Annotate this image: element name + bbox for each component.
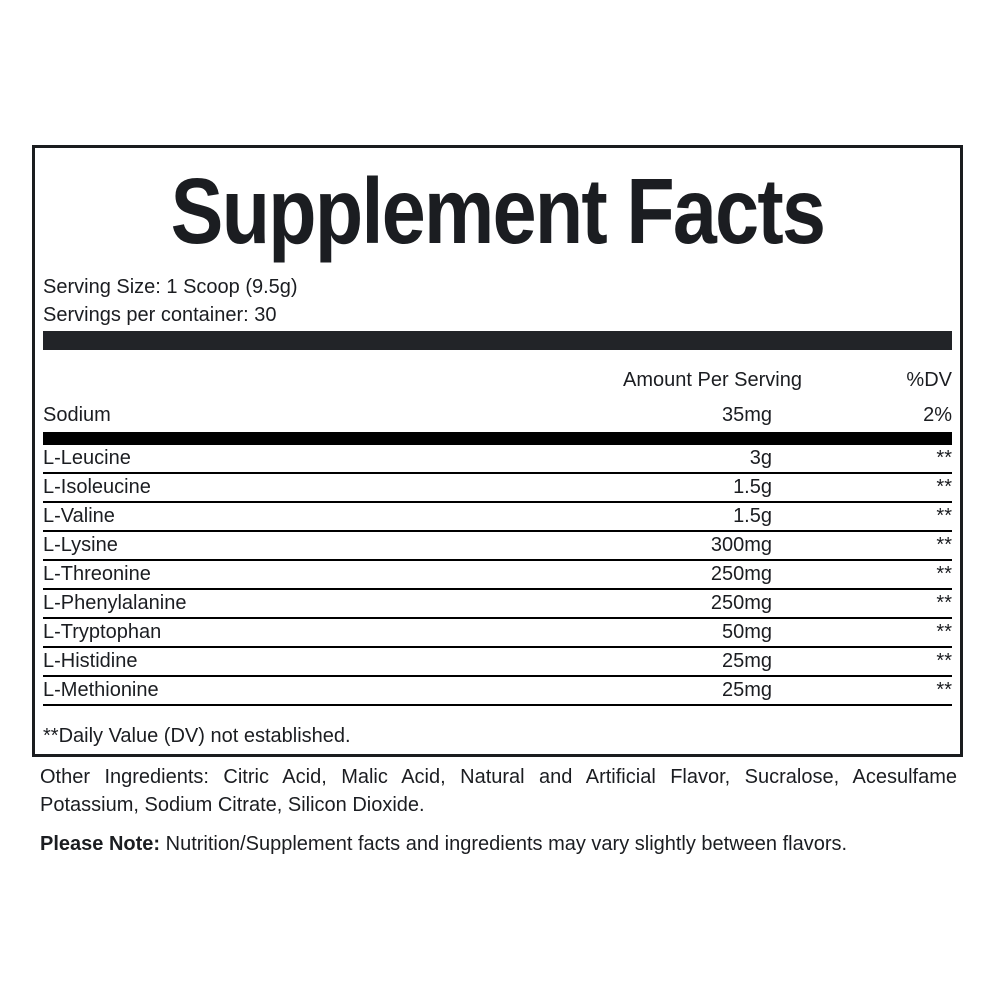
ingredient-name: L-Leucine (43, 447, 131, 469)
table-row: L-Lysine 300mg ** (43, 532, 952, 561)
please-note: Please Note: Nutrition/Supplement facts … (40, 830, 957, 858)
ingredient-amount: 25mg (721, 679, 772, 701)
other-ingredients-line2: Potassium, Sodium Citrate, Silicon Dioxi… (40, 794, 425, 816)
ingredient-amount: 250mg (710, 592, 772, 614)
table-row: L-Threonine 250mg ** (43, 561, 952, 590)
below-panel-text: Other Ingredients: Citric Acid, Malic Ac… (40, 763, 957, 858)
ingredient-table: L-Leucine 3g ** L-Isoleucine 1.5g ** L-V… (43, 445, 952, 706)
header-amount-per-serving: Amount Per Serving (623, 369, 802, 391)
ingredient-amount: 25mg (721, 650, 772, 672)
ingredient-dv: 2% (923, 404, 952, 426)
ingredient-dv: ** (936, 679, 952, 701)
other-ingredients-line1: Other Ingredients: Citric Acid, Malic Ac… (40, 766, 957, 788)
daily-value-footnote: **Daily Value (DV) not established. (43, 725, 351, 747)
ingredient-amount: 1.5g (733, 505, 772, 527)
ingredient-dv: ** (936, 650, 952, 672)
serving-info: Serving Size: 1 Scoop (9.5g) Servings pe… (43, 273, 952, 329)
table-row: L-Histidine 25mg ** (43, 648, 952, 677)
ingredient-dv: ** (936, 447, 952, 469)
table-row: L-Valine 1.5g ** (43, 503, 952, 532)
table-row: L-Isoleucine 1.5g ** (43, 474, 952, 503)
ingredient-name: L-Phenylalanine (43, 592, 187, 614)
ingredient-dv: ** (936, 476, 952, 498)
servings-per-container: Servings per container: 30 (43, 304, 277, 326)
ingredient-dv: ** (936, 563, 952, 585)
ingredient-dv: ** (936, 621, 952, 643)
table-row: L-Tryptophan 50mg ** (43, 619, 952, 648)
ingredient-dv: ** (936, 505, 952, 527)
table-header-row: Amount Per Serving %DV (43, 366, 952, 394)
ingredient-name: Sodium (43, 404, 111, 426)
table-row: Sodium 35mg 2% (43, 401, 952, 429)
ingredient-name: L-Threonine (43, 563, 151, 585)
header-percent-dv: %DV (906, 369, 952, 391)
ingredient-amount: 300mg (710, 534, 772, 556)
table-row: L-Leucine 3g ** (43, 445, 952, 474)
ingredient-name: L-Histidine (43, 650, 138, 672)
ingredient-amount: 3g (749, 447, 772, 469)
ingredient-amount: 250mg (710, 563, 772, 585)
black-separator-bar (43, 432, 952, 445)
ingredient-name: L-Isoleucine (43, 476, 151, 498)
ingredient-name: L-Valine (43, 505, 115, 527)
please-note-label: Please Note: (40, 833, 161, 855)
ingredient-amount: 1.5g (733, 476, 772, 498)
ingredient-amount: 50mg (721, 621, 772, 643)
thick-separator-bar (43, 331, 952, 350)
supplement-facts-panel: Supplement Facts Serving Size: 1 Scoop (… (32, 145, 963, 757)
please-note-text: Nutrition/Supplement facts and ingredien… (165, 833, 848, 855)
ingredient-dv: ** (936, 592, 952, 614)
serving-size: Serving Size: 1 Scoop (9.5g) (43, 276, 298, 298)
ingredient-name: L-Tryptophan (43, 621, 162, 643)
header-spacer (43, 366, 582, 394)
ingredient-amount: 35mg (721, 404, 772, 426)
ingredient-name: L-Methionine (43, 679, 159, 701)
ingredient-dv: ** (936, 534, 952, 556)
table-row: L-Methionine 25mg ** (43, 677, 952, 706)
panel-title: Supplement Facts (170, 159, 826, 263)
ingredient-name: L-Lysine (43, 534, 118, 556)
table-row: L-Phenylalanine 250mg ** (43, 590, 952, 619)
